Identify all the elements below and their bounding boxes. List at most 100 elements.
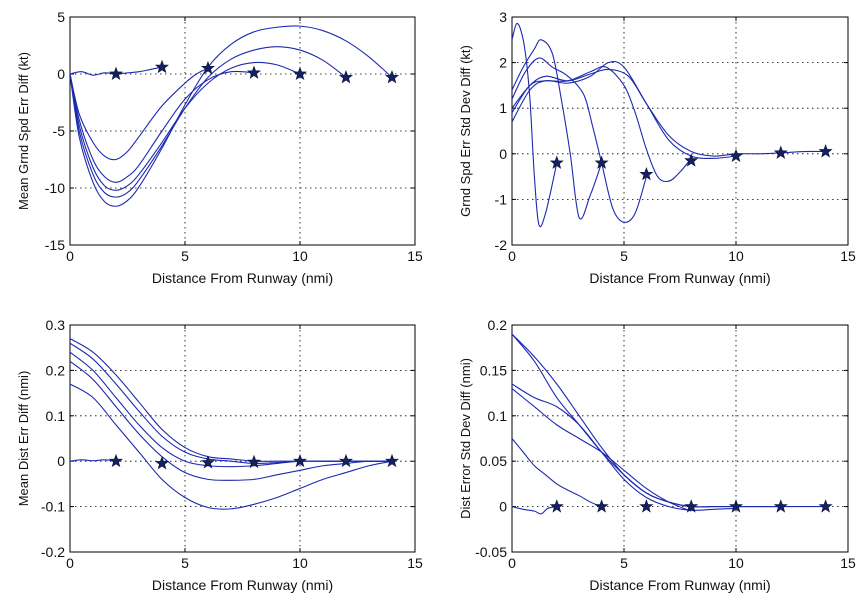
- star-marker: [338, 70, 354, 84]
- plot-area: [69, 324, 416, 553]
- series-line-1: [512, 22, 558, 228]
- y-tick-label: 0: [499, 499, 507, 515]
- y-tick-label: 0.1: [488, 408, 508, 424]
- series-line-6: [70, 338, 392, 462]
- star-marker: [594, 155, 609, 169]
- y-tick-label: 0: [499, 146, 507, 162]
- star-marker: [292, 66, 308, 80]
- series-line-3: [512, 57, 647, 223]
- series-line-6: [512, 68, 826, 157]
- subplot-1: 0 5 10 15 -15 -10 -5 0 5 Distance From Runway (nm…: [16, 9, 423, 286]
- x-axis-label: Distance From Runway (nmi): [152, 270, 333, 286]
- star-marker: [200, 60, 216, 75]
- y-tick-label: 0: [57, 66, 65, 82]
- x-tick-label: 15: [840, 248, 856, 264]
- y-tick-label: -0.2: [41, 544, 65, 560]
- star-marker: [639, 499, 654, 513]
- series-line-2: [70, 67, 209, 161]
- x-tick-label: 10: [728, 555, 744, 571]
- series-line-1: [512, 506, 557, 515]
- star-marker: [684, 499, 699, 513]
- y-tick-label: -0.1: [41, 499, 65, 515]
- star-marker: [154, 456, 170, 470]
- y-tick-label: 0.05: [480, 453, 507, 469]
- x-tick-label: 15: [407, 248, 423, 264]
- y-tick-label: -10: [45, 180, 65, 196]
- y-tick-label: -2: [495, 237, 508, 253]
- star-marker: [728, 148, 744, 163]
- star-marker: [154, 59, 170, 74]
- y-tick-label: 0: [57, 453, 65, 469]
- y-tick-label: -15: [45, 237, 65, 253]
- y-axis-label: Mean Grnd Spd Err Diff (kt): [16, 52, 31, 210]
- series-line-3: [70, 360, 393, 481]
- y-tick-label: 5: [57, 9, 65, 25]
- x-tick-label: 5: [181, 555, 189, 571]
- x-tick-label: 0: [66, 555, 74, 571]
- x-tick-label: 0: [66, 248, 74, 264]
- x-tick-label: 5: [620, 248, 628, 264]
- star-marker: [338, 453, 354, 468]
- series-line-3: [70, 70, 255, 183]
- x-tick-label: 5: [620, 555, 628, 571]
- star-marker: [549, 155, 564, 169]
- y-tick-label: 0.2: [46, 362, 66, 378]
- star-marker: [108, 453, 124, 468]
- x-tick-label: 5: [181, 248, 189, 264]
- x-tick-label: 15: [407, 555, 423, 571]
- subplot-2: 0 5 10 15 -2 -1 0 1 2 3 Distance From Runway (nmi)…: [458, 9, 856, 286]
- plot-area: [69, 16, 416, 246]
- y-tick-label: 0.15: [480, 362, 507, 378]
- star-marker: [594, 499, 609, 513]
- x-tick-label: 10: [292, 555, 308, 571]
- x-tick-label: 10: [728, 248, 744, 264]
- x-tick-label: 0: [508, 248, 516, 264]
- star-marker: [246, 65, 262, 79]
- star-marker: [549, 499, 564, 513]
- x-axis-label: Distance From Runway (nmi): [152, 577, 333, 593]
- y-tick-label: 0.3: [46, 317, 66, 333]
- star-marker: [684, 153, 699, 167]
- subplot-3: 0 5 10 15 -0.2 -0.1 0 0.1 0.2 0.3 Distance From Ru…: [16, 317, 423, 593]
- y-tick-label: -5: [53, 123, 66, 139]
- x-tick-label: 15: [840, 555, 856, 571]
- x-axis-label: Distance From Runway (nmi): [589, 270, 770, 286]
- series-line-1: [70, 459, 117, 462]
- star-marker: [818, 144, 833, 158]
- y-tick-label: -0.05: [475, 544, 507, 560]
- star-marker: [639, 166, 654, 181]
- y-tick-label: 1: [499, 100, 507, 116]
- star-marker: [108, 66, 124, 80]
- x-axis-label: Distance From Runway (nmi): [589, 577, 770, 593]
- star-marker: [728, 499, 744, 513]
- star-marker: [773, 499, 788, 513]
- star-marker: [818, 499, 833, 513]
- x-tick-label: 10: [292, 248, 308, 264]
- star-marker: [384, 70, 400, 84]
- series-line-5: [512, 61, 737, 159]
- series-line-4: [512, 383, 737, 511]
- series-line-2: [70, 383, 393, 510]
- x-tick-label: 0: [508, 555, 516, 571]
- y-tick-label: 0.1: [46, 408, 66, 424]
- series-line-4: [70, 61, 301, 191]
- plot-area: [511, 324, 849, 553]
- star-marker: [384, 453, 400, 468]
- y-tick-label: 2: [499, 55, 507, 71]
- series-line-2: [512, 438, 602, 508]
- star-marker: [246, 454, 262, 469]
- series-line-2: [512, 39, 603, 220]
- y-tick-label: 3: [499, 9, 507, 25]
- y-axis-label: Dist Error Std Dev Diff (nmi): [458, 358, 473, 519]
- plot-area: [511, 16, 849, 246]
- star-marker: [773, 145, 788, 159]
- y-tick-label: 0.2: [488, 317, 508, 333]
- y-tick-label: -1: [495, 191, 508, 207]
- series-line-6: [512, 333, 826, 508]
- y-axis-label: Grnd Spd Err Std Dev Diff (kt): [458, 45, 473, 217]
- star-marker: [200, 455, 216, 469]
- series-line-6: [70, 25, 393, 207]
